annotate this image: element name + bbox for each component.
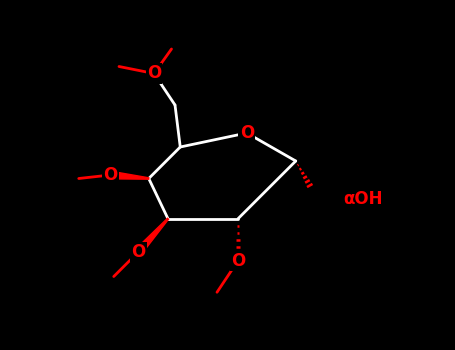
Text: O: O xyxy=(131,243,146,261)
Text: O: O xyxy=(147,64,161,83)
Text: αOH: αOH xyxy=(343,190,383,209)
Text: O: O xyxy=(103,166,117,184)
Polygon shape xyxy=(110,171,149,179)
Text: O: O xyxy=(240,124,254,142)
Text: O: O xyxy=(231,252,245,270)
Polygon shape xyxy=(136,218,168,254)
